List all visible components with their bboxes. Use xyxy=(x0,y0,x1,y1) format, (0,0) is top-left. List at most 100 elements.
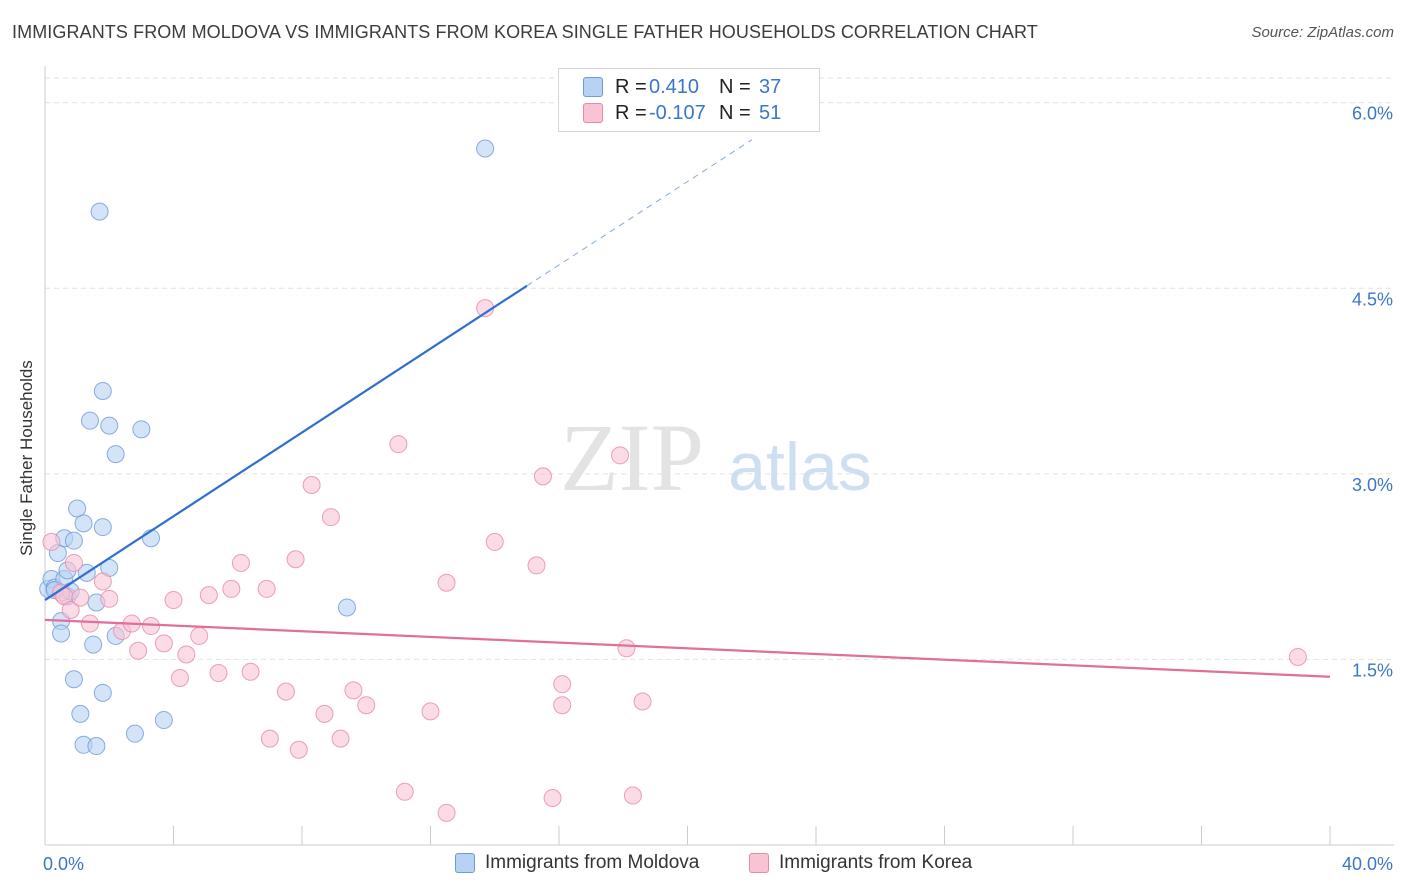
moldova-point xyxy=(93,683,112,702)
korea-point xyxy=(209,664,228,683)
source-label: Source: ZipAtlas.com xyxy=(1251,24,1394,41)
korea-point xyxy=(344,681,363,700)
moldova-point xyxy=(476,139,495,158)
korea-point xyxy=(543,788,562,807)
grid-layer xyxy=(45,77,1394,660)
legend-r-value: -0.107 xyxy=(649,101,706,124)
chart-title: IMMIGRANTS FROM MOLDOVA VS IMMIGRANTS FR… xyxy=(12,22,1038,42)
series-label-korea: Immigrants from Korea xyxy=(779,852,973,873)
points-layer xyxy=(39,139,1307,822)
moldova-point xyxy=(64,670,83,689)
korea-point xyxy=(533,467,552,486)
korea-point xyxy=(1288,647,1307,666)
korea-point xyxy=(611,446,630,465)
korea-point xyxy=(357,696,376,715)
y-tick-label: 4.5% xyxy=(1352,289,1393,309)
legend-swatch-moldova xyxy=(583,77,603,97)
korea-point xyxy=(302,476,321,495)
korea-point xyxy=(315,704,334,723)
moldova-point xyxy=(64,531,83,550)
moldova-point xyxy=(71,704,90,723)
correlation-legend: R = 0.410 N = 37 R = -0.107 N = 51 xyxy=(558,68,820,132)
legend-r-label: R = xyxy=(615,75,647,98)
moldova-point xyxy=(106,445,125,464)
moldova-point xyxy=(154,711,173,730)
korea-point xyxy=(421,702,440,721)
legend-n-value: 37 xyxy=(759,75,782,98)
korea-point xyxy=(42,532,61,551)
korea-point xyxy=(389,435,408,454)
korea-point xyxy=(241,662,260,681)
korea-point xyxy=(93,572,112,591)
korea-point xyxy=(257,579,276,598)
moldova-point xyxy=(142,529,161,548)
watermark: ZIP atlas xyxy=(560,404,872,511)
korea-point xyxy=(437,573,456,592)
watermark-atlas: atlas xyxy=(728,429,872,505)
y-tick-label: 6.0% xyxy=(1352,104,1393,124)
korea-point xyxy=(154,634,173,653)
series-legend-korea: Immigrants from Korea xyxy=(749,852,972,874)
moldova-point xyxy=(337,598,356,617)
korea-point xyxy=(485,532,504,551)
moldova-trend-extension xyxy=(526,139,753,287)
x-tick-label: 40.0% xyxy=(1342,854,1393,874)
korea-point xyxy=(80,614,99,633)
moldova-point xyxy=(87,737,106,756)
moldova-point xyxy=(68,499,87,518)
axis-layer xyxy=(44,66,1394,846)
x-tick-label: 0.0% xyxy=(43,854,84,874)
legend-r-value: 0.410 xyxy=(649,75,700,98)
korea-point xyxy=(289,740,308,759)
korea-point xyxy=(222,579,241,598)
series-legend: Immigrants from Moldova Immigrants from … xyxy=(0,852,1406,878)
legend-n-label: N = xyxy=(719,101,751,124)
moldova-point xyxy=(132,420,151,439)
series-swatch-korea xyxy=(749,853,769,873)
korea-point xyxy=(276,682,295,701)
korea-trend-line xyxy=(44,618,1331,678)
korea-point xyxy=(231,553,250,572)
korea-point xyxy=(142,617,161,636)
korea-point xyxy=(553,675,572,694)
korea-point xyxy=(71,588,90,607)
watermark-zip: ZIP xyxy=(560,404,704,511)
korea-point xyxy=(321,508,340,527)
korea-point xyxy=(64,553,83,572)
korea-point xyxy=(331,729,350,748)
moldova-point xyxy=(74,514,93,533)
korea-point xyxy=(199,586,218,605)
moldova-point xyxy=(125,724,144,743)
series-legend-moldova: Immigrants from Moldova xyxy=(455,852,699,874)
korea-point xyxy=(190,626,209,645)
legend-row-korea: R = -0.107 N = 51 xyxy=(583,100,781,126)
korea-point xyxy=(129,641,148,660)
series-label-moldova: Immigrants from Moldova xyxy=(485,852,700,873)
moldova-point xyxy=(93,381,112,400)
legend-n-label: N = xyxy=(719,75,751,98)
korea-point xyxy=(170,668,189,687)
trend-layer xyxy=(44,139,1331,678)
moldova-point xyxy=(52,624,71,643)
legend-swatch-korea xyxy=(583,103,603,123)
korea-point xyxy=(623,786,642,805)
y-tick-label: 1.5% xyxy=(1352,660,1393,680)
tick-label-layer: 1.5% 3.0% 4.5% 6.0% 0.0% 40.0% xyxy=(43,104,1393,874)
korea-point xyxy=(633,692,652,711)
legend-row-moldova: R = 0.410 N = 37 xyxy=(583,74,781,100)
korea-point xyxy=(177,645,196,664)
moldova-point xyxy=(93,518,112,537)
korea-point xyxy=(286,550,305,569)
moldova-point xyxy=(90,202,109,221)
korea-point xyxy=(100,589,119,608)
korea-point xyxy=(553,696,572,715)
korea-point xyxy=(395,782,414,801)
y-tick-label: 3.0% xyxy=(1352,475,1393,495)
moldova-point xyxy=(80,411,99,430)
moldova-point xyxy=(100,416,119,435)
korea-point xyxy=(527,556,546,575)
korea-point xyxy=(164,591,183,610)
korea-point xyxy=(437,803,456,822)
legend-r-label: R = xyxy=(615,101,647,124)
